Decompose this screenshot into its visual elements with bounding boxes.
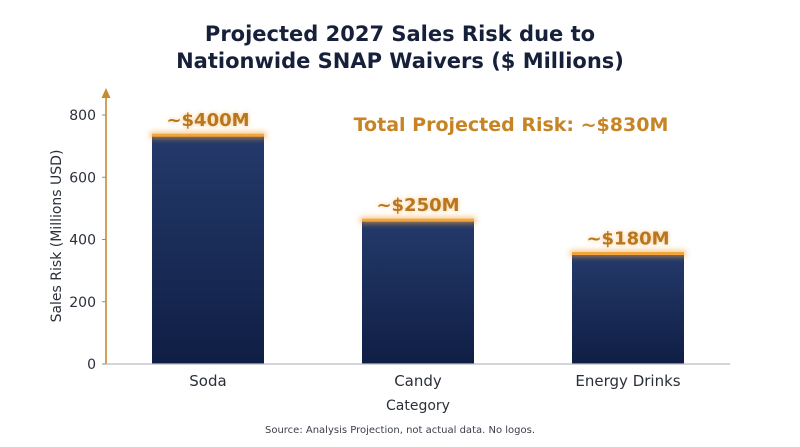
bar-soda [152, 135, 264, 364]
y-axis-title: Sales Risk (Millions USD) [49, 150, 65, 323]
x-tick-label: Candy [394, 372, 442, 390]
y-tick-label: 0 [87, 357, 96, 373]
bar-energy-drinks [572, 253, 684, 364]
bar-top-highlight [152, 133, 264, 137]
x-axis-title: Category [386, 398, 450, 414]
x-tick-label: Energy Drinks [575, 372, 680, 390]
data-label: ~$180M [586, 229, 669, 250]
data-label: ~$400M [166, 110, 249, 131]
data-label-glow: ~$250M [376, 195, 459, 216]
data-label: ~$250M [376, 195, 459, 216]
y-tick-label: 400 [69, 233, 96, 249]
source-note: Source: Analysis Projection, not actual … [265, 425, 535, 436]
axes-layer: Soda Candy Energy Drinks 0 200 400 600 800 [69, 88, 730, 390]
bar-top-highlight [572, 252, 684, 256]
y-tick-label: 600 [69, 170, 96, 186]
x-tick-label: Soda [189, 372, 226, 390]
total-risk-annotation: Total Projected Risk: ~$830M [354, 114, 669, 136]
y-axis-arrow [101, 88, 111, 98]
data-label-glow: ~$400M [166, 110, 249, 131]
chart-title-line-2: Nationwide SNAP Waivers ($ Millions) [176, 49, 624, 73]
data-label-glow: ~$180M [586, 229, 669, 250]
y-tick-label: 200 [69, 295, 96, 311]
bars-layer: ~$400M~$400M~$250M~$250M~$180M~$180M [150, 110, 686, 364]
bar-candy [362, 220, 474, 364]
y-tick-label: 800 [69, 108, 96, 124]
bar-top-highlight [362, 218, 474, 222]
chart-title-line-1: Projected 2027 Sales Risk due to [205, 22, 595, 46]
